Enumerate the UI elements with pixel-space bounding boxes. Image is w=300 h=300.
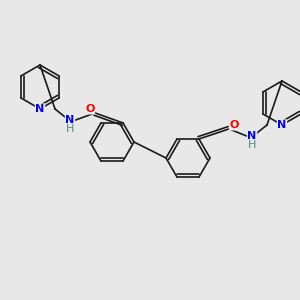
Text: N: N — [65, 115, 75, 125]
Text: O: O — [229, 120, 239, 130]
Text: O: O — [85, 104, 95, 114]
Text: N: N — [248, 131, 256, 141]
Text: N: N — [35, 104, 45, 114]
Text: H: H — [248, 140, 256, 150]
Text: N: N — [278, 120, 286, 130]
Text: H: H — [66, 124, 74, 134]
